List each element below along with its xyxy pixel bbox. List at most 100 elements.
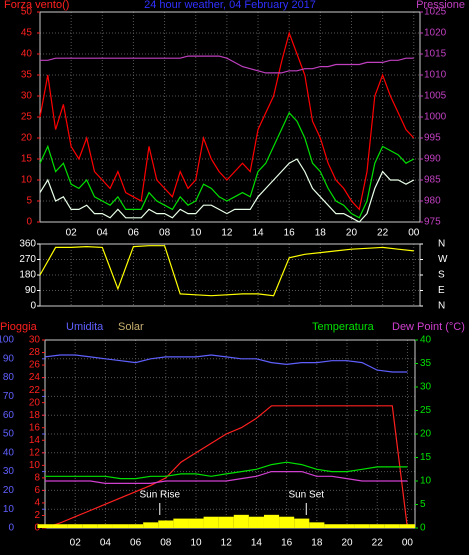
legend-entry: Solar bbox=[118, 321, 144, 333]
tick-label: 60 bbox=[3, 410, 15, 421]
tick-label: 8 bbox=[34, 473, 40, 484]
tick-label: 70 bbox=[3, 391, 15, 402]
tick-label: 25 bbox=[21, 112, 33, 123]
x-tick-label: 12 bbox=[221, 538, 233, 549]
bar bbox=[263, 514, 280, 528]
tick-label: 1005 bbox=[424, 91, 447, 102]
tick-label: 14 bbox=[29, 435, 41, 446]
bar bbox=[233, 514, 249, 528]
bar bbox=[324, 524, 340, 528]
x-tick-label: 12 bbox=[221, 228, 233, 239]
bar bbox=[339, 524, 355, 528]
tick-label: 995 bbox=[424, 133, 441, 144]
tick-label: 40 bbox=[21, 49, 33, 60]
bar bbox=[248, 516, 264, 528]
series-line bbox=[45, 471, 408, 484]
tick-label: 10 bbox=[21, 175, 33, 186]
tick-label: 4 bbox=[34, 498, 40, 509]
tick-label: 6 bbox=[34, 485, 40, 496]
bar bbox=[369, 524, 385, 528]
annotation: Sun Rise bbox=[139, 490, 180, 501]
x-tick-label: 16 bbox=[281, 538, 293, 549]
x-tick-label: 22 bbox=[377, 228, 389, 239]
tick-label: 40 bbox=[420, 335, 432, 346]
x-tick-label: 18 bbox=[311, 538, 323, 549]
tick-label: 5 bbox=[26, 196, 32, 207]
bar bbox=[354, 524, 370, 528]
bar bbox=[37, 524, 53, 528]
tick-label: 0 bbox=[26, 217, 32, 228]
tick-label: 12 bbox=[29, 447, 41, 458]
bar bbox=[97, 524, 113, 528]
tick-label: 45 bbox=[21, 28, 33, 39]
bar bbox=[309, 522, 325, 528]
tick-label: 20 bbox=[3, 485, 15, 496]
legend-entry: Dew Point (°C) bbox=[392, 321, 465, 333]
tick-label: 30 bbox=[29, 335, 41, 346]
tick-label: 22 bbox=[29, 385, 41, 396]
tick-label: S bbox=[438, 270, 445, 281]
tick-label: 28 bbox=[29, 347, 41, 358]
bar bbox=[294, 518, 310, 528]
bar bbox=[112, 524, 129, 528]
plot-frame bbox=[44, 339, 416, 529]
tick-label: 18 bbox=[29, 410, 41, 421]
tick-label: 360 bbox=[19, 239, 36, 250]
tick-label: 1025 bbox=[424, 7, 447, 18]
x-tick-label: 06 bbox=[130, 538, 142, 549]
tick-label: 1015 bbox=[424, 49, 447, 60]
tick-label: 20 bbox=[420, 429, 432, 440]
x-tick-label: 08 bbox=[160, 538, 172, 549]
y-axis-label: Forza vento() bbox=[4, 0, 69, 11]
tick-label: 40 bbox=[3, 447, 15, 458]
x-tick-label: 00 bbox=[402, 538, 414, 549]
bar bbox=[52, 524, 68, 528]
bar bbox=[158, 520, 174, 528]
x-tick-label: 04 bbox=[100, 538, 112, 549]
tick-label: 30 bbox=[420, 382, 432, 393]
tick-label: 10 bbox=[3, 504, 15, 515]
tick-label: 50 bbox=[3, 429, 15, 440]
tick-label: N bbox=[438, 301, 445, 312]
tick-label: 1020 bbox=[424, 28, 447, 39]
x-tick-label: 20 bbox=[346, 228, 358, 239]
tick-label: 1010 bbox=[424, 70, 447, 81]
series-line bbox=[39, 158, 415, 223]
tick-label: 25 bbox=[420, 405, 432, 416]
series-line bbox=[44, 354, 408, 373]
tick-label: 990 bbox=[424, 154, 441, 165]
bar bbox=[203, 516, 219, 528]
chart-title: 24 hour weather, 04 February 2017 bbox=[144, 0, 316, 11]
tick-label: 35 bbox=[21, 70, 33, 81]
bar bbox=[218, 516, 234, 528]
x-tick-label: 10 bbox=[190, 538, 202, 549]
legend-entry: Temperatura bbox=[312, 321, 375, 333]
tick-label: 10 bbox=[29, 460, 41, 471]
x-tick-label: 02 bbox=[70, 538, 82, 549]
tick-label: 100 bbox=[0, 335, 14, 346]
tick-label: 90 bbox=[25, 285, 37, 296]
annotation: Sun Set bbox=[288, 490, 324, 501]
legend-entry: Pioggia bbox=[0, 321, 38, 333]
tick-label: 15 bbox=[21, 154, 33, 165]
tick-label: 2 bbox=[34, 510, 40, 521]
series-line bbox=[39, 111, 415, 219]
x-tick-label: 22 bbox=[372, 538, 384, 549]
bar bbox=[67, 524, 83, 528]
x-tick-label: 00 bbox=[408, 228, 420, 239]
tick-label: 20 bbox=[21, 133, 33, 144]
tick-label: 16 bbox=[29, 422, 41, 433]
x-tick-label: 10 bbox=[190, 228, 202, 239]
tick-label: 20 bbox=[29, 397, 41, 408]
tick-label: 24 bbox=[29, 372, 41, 383]
tick-label: 5 bbox=[420, 499, 426, 510]
tick-label: 180 bbox=[19, 270, 36, 281]
tick-label: E bbox=[438, 285, 445, 296]
bar bbox=[188, 518, 204, 528]
bar bbox=[384, 524, 400, 528]
tick-label: W bbox=[438, 254, 448, 265]
bar bbox=[399, 524, 415, 528]
x-tick-label: 06 bbox=[128, 228, 140, 239]
bar bbox=[128, 524, 144, 528]
tick-label: 0 bbox=[34, 523, 40, 534]
